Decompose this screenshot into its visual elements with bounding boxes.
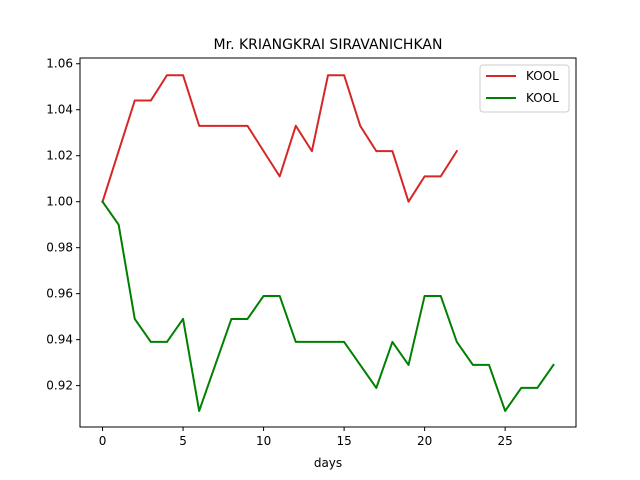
data-point-series-1 [166,74,168,77]
data-point-series-2 [472,364,474,366]
x-tick-label: 10 [256,434,271,448]
data-point-series-1 [198,125,200,127]
data-point-series-1 [311,150,313,152]
data-point-series-2 [262,295,265,297]
x-tick-label: 0 [99,434,107,448]
data-point-series-2 [375,387,378,389]
y-tick-label: 0.98 [46,241,73,255]
data-point-series-2 [278,295,281,297]
x-axis-title: days [314,456,342,470]
data-point-series-1 [439,175,442,178]
data-point-series-1 [407,200,410,203]
data-point-series-2 [214,364,217,366]
data-point-series-2 [504,410,506,412]
data-point-series-1 [375,150,378,152]
data-point-series-2 [230,318,233,320]
data-point-series-1 [214,125,217,127]
x-tick-label: 15 [336,434,351,448]
plot-frame [79,57,577,428]
data-point-series-2 [198,410,200,412]
data-point-series-1 [456,150,458,152]
data-point-series-2 [536,387,539,389]
data-point-series-2 [439,295,442,297]
y-tick-label: 1.00 [46,195,73,209]
y-tick-label: 1.04 [46,103,73,117]
series-layer [101,74,555,412]
y-tick-label: 0.96 [46,287,73,301]
legend-label-series-2: KOOL [526,91,559,105]
data-point-series-2 [101,200,104,203]
data-point-series-2 [117,223,120,226]
data-point-series-2 [391,341,394,343]
data-point-series-2 [423,295,426,297]
y-tick-label: 0.94 [46,333,73,347]
data-point-series-2 [294,341,297,343]
data-point-series-2 [520,387,523,389]
x-tick-label: 25 [498,434,513,448]
legend-label-series-1: KOOL [526,69,559,83]
chart-title: Mr. KRIANGKRAI SIRAVANICHKAN [214,37,443,53]
data-point-series-2 [327,341,329,343]
data-point-series-1 [246,125,249,127]
tick-layer: 0 5 10 15 20 25 0.92 0.94 0.96 0.98 1.00 1.02 1.04 1.… [46,57,513,448]
data-point-series-2 [246,318,249,320]
data-point-series-2 [182,318,184,320]
data-point-series-2 [359,364,362,366]
x-tick-label: 20 [417,434,432,448]
data-point-series-1 [391,150,394,152]
data-point-series-1 [359,125,362,127]
data-point-series-1 [230,125,233,127]
data-point-series-2 [488,364,490,366]
y-tick-label: 1.06 [46,57,73,71]
data-point-series-1 [423,175,426,178]
data-point-series-2 [456,341,458,343]
data-point-series-2 [133,318,136,320]
data-point-series-1 [327,74,329,77]
data-point-series-2 [150,341,152,343]
data-point-series-1 [294,125,297,127]
y-tick-label: 0.92 [46,379,73,393]
data-point-series-2 [311,341,313,343]
data-point-series-1 [133,99,136,102]
data-point-series-1 [278,175,281,178]
data-point-series-2 [407,364,410,366]
data-point-series-2 [343,341,345,343]
data-point-series-1 [182,74,184,77]
data-point-series-1 [343,74,345,77]
data-point-series-1 [150,99,152,102]
x-tick-label: 5 [179,434,187,448]
data-point-series-2 [552,364,555,366]
legend: KOOL KOOL [479,64,570,113]
data-point-series-1 [117,150,120,152]
data-point-series-1 [262,150,265,152]
y-tick-label: 1.02 [46,149,73,163]
data-point-series-2 [166,341,168,343]
